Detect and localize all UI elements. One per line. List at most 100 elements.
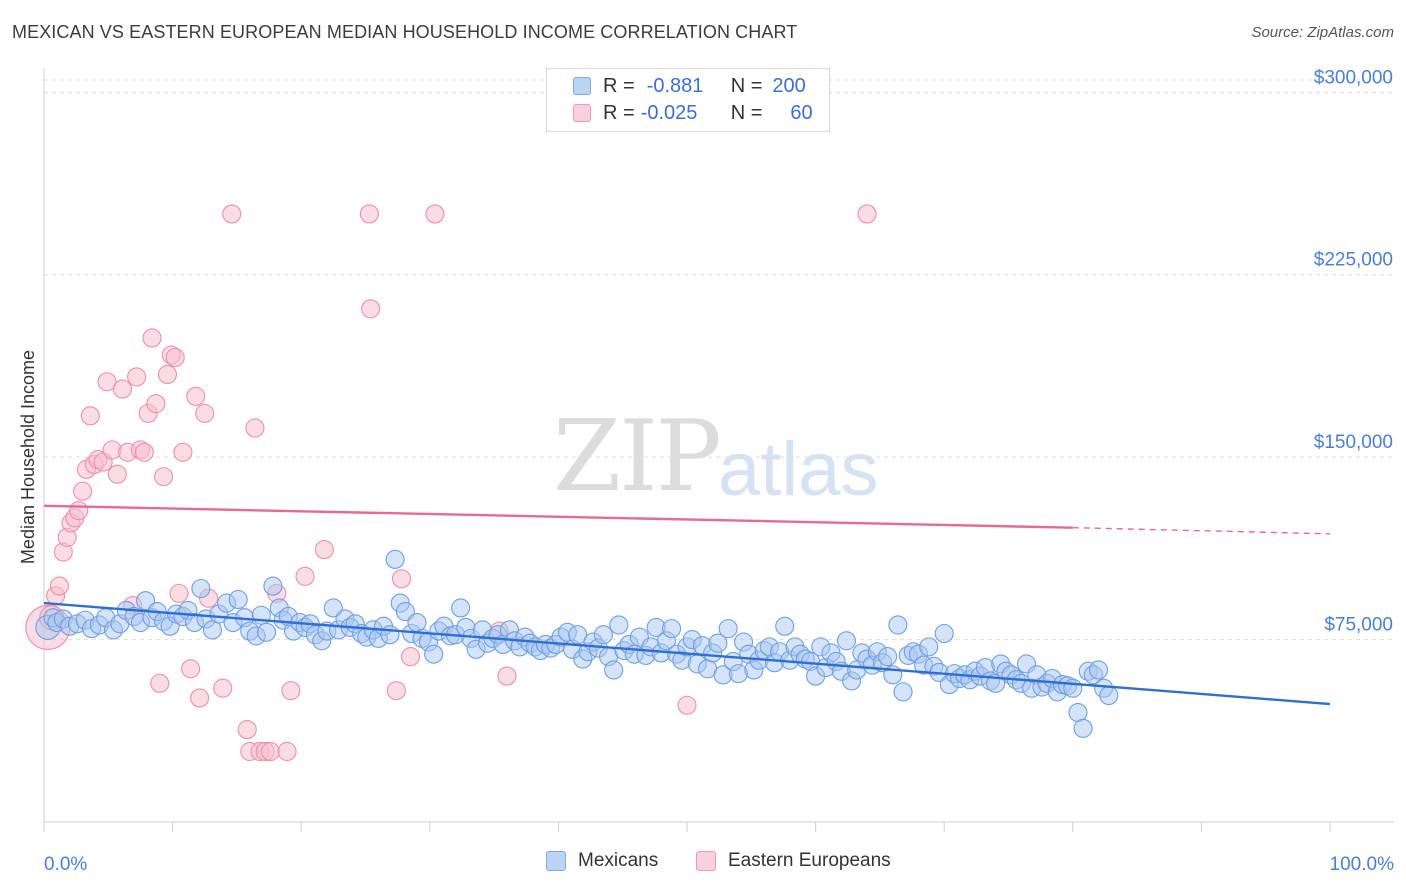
eastern-europeans-point bbox=[150, 673, 170, 693]
eastern-europeans-point bbox=[73, 481, 93, 501]
legend-r-value: -0.025 bbox=[640, 101, 698, 124]
legend-label-mexicans: Mexicans bbox=[578, 850, 659, 871]
eastern-europeans-point bbox=[107, 464, 127, 484]
mexicans-point bbox=[888, 615, 908, 635]
eastern-europeans-point bbox=[497, 666, 517, 686]
source-label: Source: ZipAtlas.com bbox=[1251, 24, 1394, 41]
eastern-europeans-point bbox=[245, 418, 265, 438]
y-axis-label: Median Household Income bbox=[18, 350, 38, 564]
eastern-europeans-point bbox=[157, 364, 178, 385]
mexicans-point bbox=[919, 637, 939, 657]
eastern-europeans-point bbox=[237, 720, 257, 740]
mexicans-point bbox=[609, 615, 629, 635]
mexicans-point bbox=[385, 549, 405, 569]
mexicans-point bbox=[1063, 678, 1083, 698]
mexicans-point bbox=[323, 598, 343, 618]
legend-n-label: N = bbox=[730, 101, 763, 124]
mexicans-point bbox=[424, 644, 444, 664]
mexicans-point bbox=[407, 613, 427, 633]
eastern-europeans-point bbox=[154, 467, 174, 487]
trend-lines bbox=[43, 504, 1331, 706]
eastern-europeans-point bbox=[169, 583, 189, 603]
grid-lines bbox=[44, 79, 1394, 641]
mexicans-point bbox=[836, 631, 857, 651]
eastern-europeans-point bbox=[677, 695, 697, 715]
mexicans-point bbox=[228, 589, 248, 609]
eastern-europeans-point bbox=[181, 659, 201, 679]
mexicans-point bbox=[893, 682, 913, 702]
eastern-europeans-point bbox=[165, 347, 185, 367]
eastern-europeans-point bbox=[222, 204, 242, 224]
eastern-europeans-point bbox=[190, 688, 210, 708]
legend-r-label: R = bbox=[603, 74, 635, 97]
legend-n-value: 200 bbox=[772, 74, 806, 97]
eastern-europeans-point bbox=[386, 681, 406, 701]
legend-r-label: R = bbox=[603, 101, 635, 124]
mexicans-point bbox=[451, 598, 471, 618]
eastern-europeans-point bbox=[213, 678, 233, 698]
eastern-europeans-point bbox=[260, 741, 280, 762]
mexicans-point bbox=[256, 622, 277, 642]
mexicans-point bbox=[380, 625, 400, 645]
eastern-europeans-point bbox=[80, 406, 100, 426]
mexicans-point bbox=[1073, 718, 1093, 738]
mexicans-point bbox=[775, 616, 795, 636]
y-tick-label: $75,000 bbox=[1324, 615, 1393, 636]
mexicans-trend-line bbox=[43, 601, 1331, 706]
legend-swatch-pink bbox=[573, 104, 591, 122]
eastern-europeans-point bbox=[69, 501, 89, 521]
eastern-europeans-point bbox=[173, 442, 193, 462]
eastern-europeans-point bbox=[857, 204, 877, 224]
bottom-legend-eastern-europeans: Eastern Europeans bbox=[696, 850, 891, 872]
eastern-europeans-point bbox=[146, 394, 166, 414]
bottom-legend-mexicans: Mexicans bbox=[546, 850, 658, 872]
legend-n-label: N = bbox=[730, 74, 763, 97]
eastern-europeans-point bbox=[361, 299, 381, 319]
mexicans-point bbox=[1099, 685, 1119, 706]
mexicans-point bbox=[191, 578, 211, 599]
legend-n-value: 60 bbox=[790, 101, 813, 124]
legend-swatch-blue bbox=[573, 77, 591, 95]
mexicans-point bbox=[593, 625, 613, 645]
legend-r-value: -0.881 bbox=[646, 74, 704, 97]
axes bbox=[43, 68, 1394, 823]
eastern-europeans-point bbox=[425, 204, 445, 224]
mexicans-point bbox=[136, 591, 156, 611]
eastern-europeans-point bbox=[186, 386, 206, 406]
mexicans-point bbox=[1088, 660, 1109, 680]
legend-stats: R = -0.881 N = 200 R = -0.025 N = 60 bbox=[546, 68, 830, 132]
eastern-europeans-points bbox=[25, 204, 877, 762]
mexicans-point bbox=[708, 633, 728, 653]
eastern-europeans-point bbox=[359, 204, 379, 224]
mexicans-point bbox=[878, 647, 898, 667]
watermark-atlas: atlas bbox=[718, 427, 879, 512]
x-tick-label-max: 100.0% bbox=[1330, 854, 1395, 875]
y-tick-label: $225,000 bbox=[1314, 250, 1393, 271]
legend-swatch-pink bbox=[696, 851, 716, 871]
x-axis-ticks bbox=[43, 822, 1331, 832]
eastern-europeans-point bbox=[142, 328, 162, 348]
eastern-europeans-point bbox=[281, 681, 301, 701]
y-tick-label: $300,000 bbox=[1314, 67, 1393, 88]
eastern-europeans-point bbox=[112, 379, 132, 399]
eastern-europeans-point bbox=[134, 442, 154, 462]
mexicans-point bbox=[718, 619, 738, 639]
mexicans-point bbox=[604, 660, 624, 680]
mexicans-point bbox=[934, 623, 954, 644]
legend-row-eastern-europeans: R = -0.025 N = 60 bbox=[573, 100, 813, 126]
mexicans-point bbox=[1068, 702, 1088, 723]
eastern-europeans-point bbox=[97, 372, 117, 392]
mexicans-point bbox=[568, 625, 588, 645]
eastern-europeans-trend-extension bbox=[1072, 526, 1331, 535]
y-tick-label: $150,000 bbox=[1314, 432, 1393, 453]
eastern-europeans-point bbox=[391, 569, 412, 589]
eastern-europeans-point bbox=[400, 647, 421, 667]
eastern-europeans-point bbox=[195, 403, 215, 423]
eastern-europeans-point bbox=[49, 576, 69, 596]
legend-label-eastern-europeans: Eastern Europeans bbox=[728, 850, 891, 871]
eastern-europeans-point bbox=[127, 367, 147, 387]
mexicans-point bbox=[662, 619, 682, 639]
y-axis-tick-labels: $75,000 $150,000 $225,000 $300,000 bbox=[1314, 67, 1393, 635]
mexicans-point bbox=[395, 602, 415, 622]
